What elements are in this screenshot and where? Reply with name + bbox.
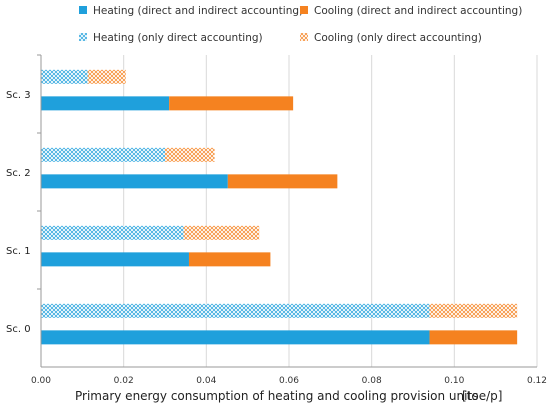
bar-cooling-direct xyxy=(165,147,215,162)
legend-item-heating-direct: Heating (only direct accounting) xyxy=(79,32,263,44)
y-axis: Sc. 0 Sc. 1 Sc. 2 Sc. 3 xyxy=(6,54,42,367)
bar-cooling-direct xyxy=(429,303,518,318)
y-tick-label: Sc. 0 xyxy=(6,324,31,335)
bar-heating-direct xyxy=(41,147,165,162)
bar-heating-total xyxy=(41,252,189,267)
bar-heating-direct xyxy=(41,303,430,318)
bar-heating-total xyxy=(41,174,228,189)
legend: Heating (direct and indirect accounting)… xyxy=(79,5,522,44)
x-tick-label: 0.10 xyxy=(444,376,464,386)
x-tick-label: 0.04 xyxy=(196,376,216,386)
bar-cooling-total xyxy=(227,174,338,189)
x-tick-label: 0.00 xyxy=(31,376,51,386)
x-axis-unit: [toe/p] xyxy=(462,389,502,403)
legend-item-cooling-direct: Cooling (only direct accounting) xyxy=(300,32,482,44)
x-tick-label: 0.06 xyxy=(279,376,299,386)
legend-item-cooling-total: Cooling (direct and indirect accounting) xyxy=(300,5,522,17)
bar-heating-direct xyxy=(41,225,184,240)
legend-item-heating-total: Heating (direct and indirect accounting) xyxy=(79,5,303,17)
bar-cooling-total xyxy=(429,330,518,345)
legend-label-cooling-total: Cooling (direct and indirect accounting) xyxy=(314,5,522,17)
legend-swatch-cooling-total xyxy=(300,6,308,14)
x-tick-label: 0.12 xyxy=(527,376,547,386)
legend-swatch-heating-total xyxy=(79,6,87,14)
x-tick-label: 0.02 xyxy=(114,376,134,386)
bar-heating-direct xyxy=(41,69,88,84)
x-axis-label: Primary energy consumption of heating an… xyxy=(75,389,478,403)
bar-cooling-total xyxy=(169,96,294,111)
x-tick-label: 0.08 xyxy=(362,376,382,386)
legend-label-heating-direct: Heating (only direct accounting) xyxy=(93,32,263,44)
legend-label-heating-total: Heating (direct and indirect accounting) xyxy=(93,5,303,17)
x-axis-title: Primary energy consumption of heating an… xyxy=(75,389,502,403)
y-tick-label: Sc. 1 xyxy=(6,246,31,257)
x-axis: 0.00 0.02 0.04 0.06 0.08 0.10 0.12 xyxy=(31,366,547,386)
legend-swatch-cooling-direct xyxy=(300,33,308,41)
bar-cooling-direct xyxy=(87,69,126,84)
bar-heating-total xyxy=(41,330,430,345)
legend-swatch-heating-direct xyxy=(79,33,87,41)
y-tick-label: Sc. 3 xyxy=(6,90,31,101)
legend-label-cooling-direct: Cooling (only direct accounting) xyxy=(314,32,482,44)
bar-heating-total xyxy=(41,96,170,111)
y-tick-label: Sc. 2 xyxy=(6,168,31,179)
bar-cooling-total xyxy=(188,252,271,267)
bars xyxy=(41,69,518,345)
bar-cooling-direct xyxy=(183,225,260,240)
